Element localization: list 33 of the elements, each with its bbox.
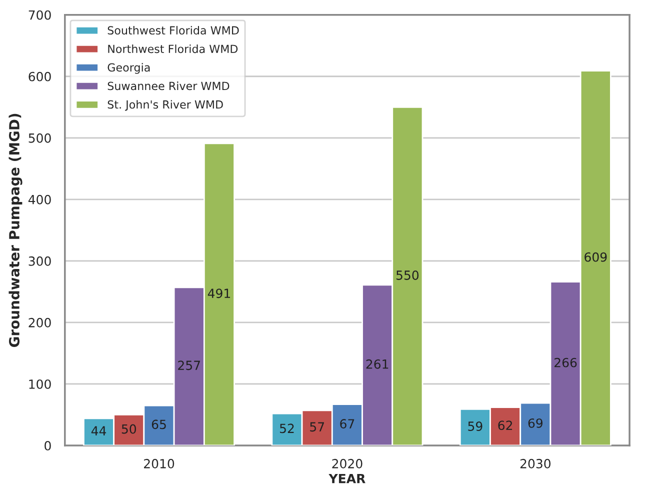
data-label: 65 (152, 420, 166, 430)
data-label: 609 (584, 252, 607, 262)
x-tick-label: 2010 (144, 458, 174, 468)
data-label: 52 (280, 424, 294, 434)
legend-label: Georgia (108, 63, 150, 74)
data-label: 44 (91, 426, 106, 436)
data-label: 57 (310, 422, 324, 432)
y-axis-title: Groundwater Pumpage (MGD) (8, 114, 22, 347)
y-tick-label: 200 (28, 318, 51, 328)
y-tick-label: 600 (28, 72, 51, 82)
y-tick-label: 0 (44, 440, 51, 450)
y-tick-label: 700 (28, 10, 51, 20)
data-label: 261 (366, 359, 388, 369)
x-tick-label: 2030 (520, 458, 550, 468)
y-tick-label: 500 (28, 133, 51, 143)
legend-label: St. John's River WMD (108, 100, 223, 111)
data-label: 69 (528, 418, 542, 428)
y-tick-label: 100 (29, 379, 51, 389)
data-label: 50 (122, 424, 136, 434)
data-label: 59 (468, 422, 482, 431)
data-label: 62 (498, 420, 512, 430)
data-label: 550 (396, 270, 419, 280)
legend-label: Southwest Florida WMD (108, 26, 239, 35)
data-label: 266 (554, 358, 577, 368)
y-tick-label: 400 (28, 194, 51, 204)
x-tick-label: 2020 (332, 458, 362, 468)
legend-label: Suwannee River WMD (108, 82, 230, 90)
legend-label: Northwest Florida WMD (108, 44, 238, 54)
data-label: 491 (208, 288, 230, 298)
x-axis-title: YEAR (328, 474, 366, 484)
y-tick-label: 300 (28, 256, 51, 266)
data-label: 257 (178, 360, 200, 370)
data-label: 67 (340, 419, 354, 429)
